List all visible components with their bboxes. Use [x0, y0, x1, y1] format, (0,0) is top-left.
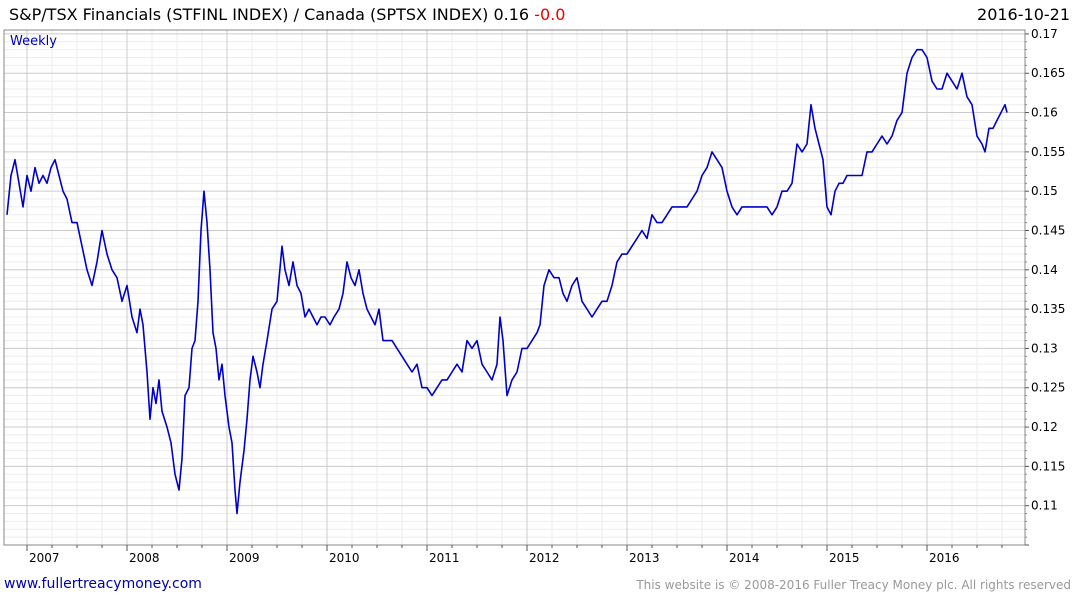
chart-title-text: S&P/TSX Financials (STFINL INDEX) / Cana… — [9, 5, 530, 24]
y-tick-label: 0.17 — [1031, 27, 1058, 41]
y-tick-label: 0.11 — [1031, 499, 1058, 513]
series-line — [6, 48, 1008, 515]
x-tick-label: 2009 — [229, 551, 260, 565]
y-tick-label: 0.16 — [1031, 106, 1058, 120]
y-tick-label: 0.135 — [1031, 302, 1065, 316]
x-tick-label: 2016 — [929, 551, 960, 565]
y-tick-label: 0.13 — [1031, 341, 1058, 355]
y-tick-label: 0.125 — [1031, 381, 1065, 395]
website-link[interactable]: www.fullertreacymoney.com — [4, 576, 202, 592]
x-tick-label: 2013 — [629, 551, 660, 565]
x-tick-label: 2011 — [429, 551, 460, 565]
x-tick-label: 2012 — [529, 551, 560, 565]
y-tick-label: 0.12 — [1031, 420, 1058, 434]
plot-frame — [3, 29, 1026, 546]
y-tick-label: 0.165 — [1031, 66, 1065, 80]
x-tick-label: 2010 — [329, 551, 360, 565]
chart-date: 2016-10-21 — [977, 5, 1070, 24]
x-axis: 2007 2008 2009 2010 2011 2012 2013 2014 2015 2016 — [26, 545, 1003, 565]
y-tick-label: 0.145 — [1031, 223, 1065, 237]
y-tick-label: 0.15 — [1031, 184, 1058, 198]
x-tick-label: 2015 — [829, 551, 860, 565]
x-tick-label: 2008 — [129, 551, 160, 565]
major-gridlines — [4, 30, 1025, 546]
x-tick-label: 2014 — [729, 551, 760, 565]
y-tick-label: 0.14 — [1031, 263, 1058, 277]
y-axis: 0.11 0.115 0.12 0.125 0.13 0.135 0.14 0.145 0.15… — [1025, 27, 1065, 546]
minor-gridlines — [4, 30, 1025, 545]
y-tick-label: 0.155 — [1031, 145, 1065, 159]
x-tick-label: 2007 — [29, 551, 60, 565]
chart-title: S&P/TSX Financials (STFINL INDEX) / Cana… — [9, 5, 565, 24]
y-tick-label: 0.115 — [1031, 459, 1065, 473]
change-value: -0.0 — [534, 5, 566, 24]
copyright-text: This website is © 2008-2016 Fuller Treac… — [636, 578, 1071, 592]
period-label: Weekly — [10, 34, 57, 49]
